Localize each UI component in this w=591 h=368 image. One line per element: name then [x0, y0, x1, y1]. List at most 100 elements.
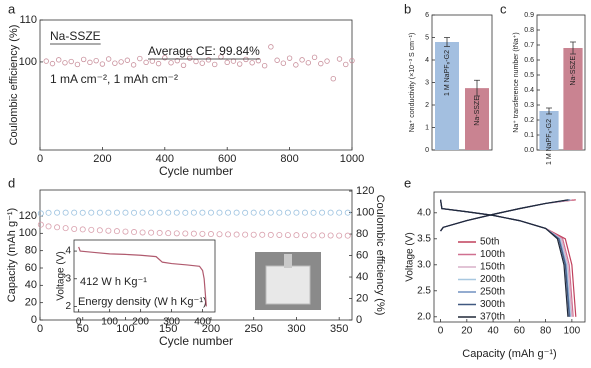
- data-point: [286, 55, 293, 61]
- x-tick-label: 100: [564, 326, 581, 337]
- y-tick-label: 110: [19, 14, 37, 26]
- data-point: [249, 60, 255, 66]
- data-point: [301, 209, 308, 216]
- data-point: [137, 55, 143, 62]
- data-point: [216, 231, 223, 238]
- data-point: [327, 232, 334, 239]
- y-tick-label: 4: [65, 246, 71, 257]
- data-point: [330, 76, 336, 82]
- y-axis-label: Voltage (V): [405, 232, 416, 281]
- data-point: [236, 61, 243, 67]
- data-point: [216, 209, 223, 216]
- category-label: 1 M NaPF₆-G2: [546, 119, 553, 165]
- plot-frame: [73, 239, 216, 313]
- bar: [539, 111, 559, 150]
- x-tick-label: 300: [287, 323, 305, 335]
- y-axis-label: Voltage (V): [56, 251, 67, 300]
- data-point: [190, 230, 197, 237]
- y-tick-label: 0: [31, 314, 37, 326]
- y-tick-label: 3.5: [417, 233, 431, 244]
- y-tick-label: 6: [425, 12, 429, 19]
- x-tick-label: 50: [77, 323, 89, 335]
- annotation: Average CE: 99.84%: [148, 44, 260, 58]
- category-label: Na-SSZE: [570, 56, 577, 86]
- y-tick-label: 0.3: [524, 102, 534, 109]
- x-tick-label: 0: [76, 317, 82, 328]
- x-tick-label: 400: [156, 153, 174, 165]
- x-tick-label: 40: [488, 326, 500, 337]
- data-point: [319, 232, 326, 239]
- x-axis-label: Cycle number: [159, 334, 233, 348]
- data-point: [182, 230, 189, 237]
- annotation: 412 W h Kg⁻¹: [80, 276, 147, 288]
- data-point: [344, 209, 351, 216]
- data-point: [74, 61, 81, 68]
- x-axis-label: Cycle number: [159, 164, 233, 178]
- y2-tick-label: 80: [356, 228, 368, 240]
- data-point: [49, 60, 56, 67]
- data-point: [71, 225, 78, 232]
- legend-label: 100th: [480, 249, 505, 260]
- data-point: [93, 57, 99, 64]
- x-tick-label: 600: [218, 153, 236, 165]
- data-point: [45, 209, 52, 216]
- data-point: [45, 223, 52, 230]
- photo-tab: [284, 254, 292, 268]
- data-point: [62, 209, 69, 216]
- data-point: [250, 209, 257, 216]
- data-point: [87, 59, 93, 66]
- data-point: [225, 209, 232, 216]
- data-point: [280, 60, 287, 66]
- data-point: [182, 209, 189, 216]
- data-point: [242, 231, 249, 238]
- x-tick-label: 80: [540, 326, 552, 337]
- x-tick-label: 100: [116, 323, 134, 335]
- category-label: Na-SSZE: [474, 96, 481, 126]
- data-point: [319, 209, 326, 216]
- y-tick-label: 0.7: [524, 42, 534, 49]
- data-point: [168, 60, 174, 66]
- data-point: [54, 224, 61, 231]
- y-tick-label: 4.0: [417, 207, 431, 218]
- data-point: [131, 209, 138, 216]
- bar: [465, 88, 489, 150]
- data-point: [54, 209, 61, 216]
- data-point: [88, 209, 95, 216]
- y-tick-label: 1: [425, 124, 429, 131]
- data-point: [149, 58, 156, 64]
- data-point: [336, 209, 343, 216]
- y-axis-label: Capacity (mAh g⁻¹): [6, 208, 18, 302]
- data-point: [37, 221, 44, 228]
- data-point: [187, 55, 193, 61]
- x-tick-label: 0: [37, 323, 43, 335]
- data-point: [274, 57, 280, 63]
- data-point: [62, 225, 69, 232]
- data-point: [261, 63, 268, 69]
- data-point: [207, 209, 214, 216]
- data-point: [267, 231, 274, 238]
- x-tick-label: 250: [245, 323, 263, 335]
- y-tick-label: 2.0: [417, 311, 431, 322]
- error-bar: [444, 37, 450, 47]
- data-point: [122, 228, 129, 235]
- plot-frame: [433, 191, 586, 323]
- data-point: [79, 209, 86, 216]
- legend-label: 200th: [480, 274, 505, 285]
- data-point: [88, 226, 95, 233]
- y-tick-label: 20: [25, 297, 37, 309]
- data-point: [250, 231, 257, 238]
- y2-tick-label: 40: [356, 271, 368, 283]
- data-point: [148, 229, 155, 236]
- bar: [435, 42, 459, 150]
- x-tick-label: 0: [37, 153, 43, 165]
- data-point: [207, 231, 214, 238]
- y2-tick-label: 20: [356, 292, 368, 304]
- y-tick-label: 100: [19, 227, 37, 239]
- data-point: [105, 209, 112, 216]
- x-tick-label: 300: [163, 317, 180, 328]
- data-point: [255, 57, 262, 64]
- data-point: [199, 60, 205, 66]
- category-label: 1 M NaPF₆-G2: [444, 50, 451, 96]
- y2-tick-label: 120: [356, 185, 374, 197]
- plot-frame: [536, 14, 586, 151]
